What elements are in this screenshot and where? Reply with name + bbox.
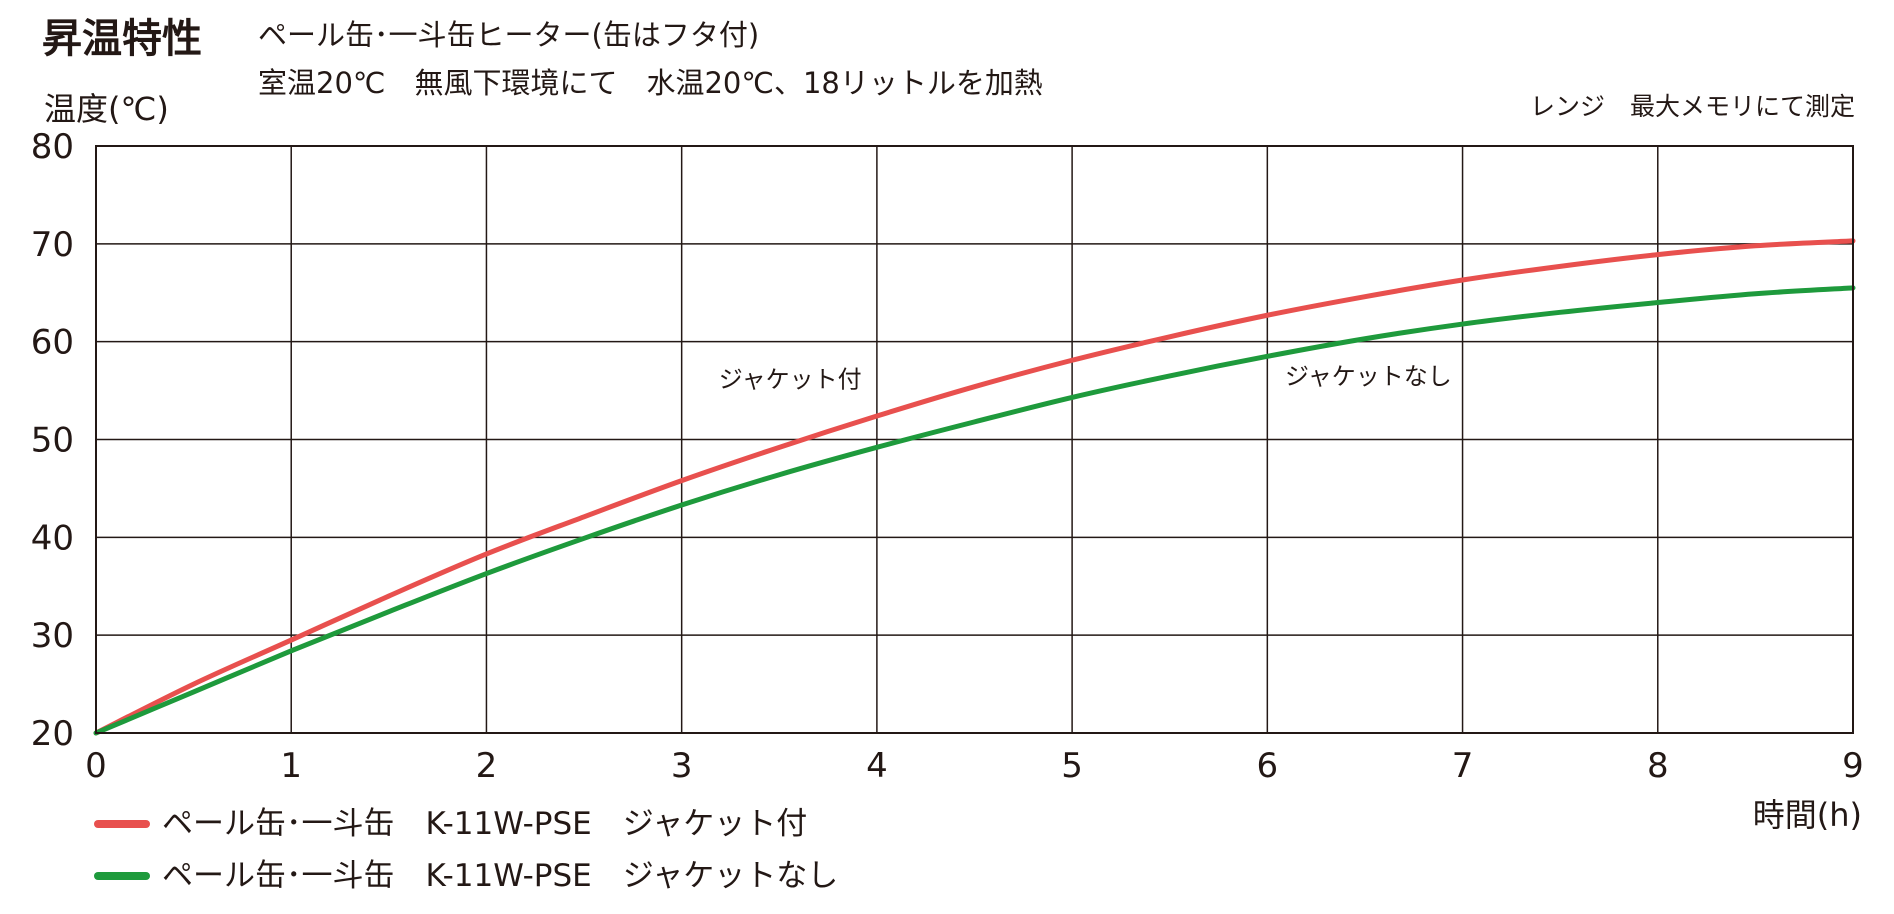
x-tick-label: 0 (85, 746, 107, 786)
y-tick-label: 50 (31, 421, 74, 461)
x-tick-label: 8 (1647, 746, 1669, 786)
x-axis-label: 時間(h) (1753, 796, 1862, 834)
x-tick-label: 5 (1061, 746, 1083, 786)
series-line-with-jacket (93, 238, 1856, 736)
y-tick-label: 60 (31, 323, 74, 363)
x-tick-label: 3 (671, 746, 693, 786)
x-tick-label: 9 (1842, 746, 1864, 786)
y-tick-labels: 20 30 40 50 60 70 80 (31, 127, 74, 754)
y-tick-label: 30 (31, 616, 74, 656)
grid-lines (95, 145, 1854, 734)
y-tick-label: 20 (31, 714, 74, 754)
legend-label: ペール缶･一斗缶 K-11W-PSE ジャケット付 (162, 806, 807, 842)
chart-title: 昇温特性 (42, 16, 202, 62)
x-tick-label: 2 (476, 746, 498, 786)
legend-label: ペール缶･一斗缶 K-11W-PSE ジャケットなし (162, 858, 838, 894)
y-tick-label: 40 (31, 518, 74, 558)
x-tick-label: 1 (280, 746, 302, 786)
chart-subtitle-line2: 室温20℃ 無風下環境にて 水温20℃、18リットルを加熱 (258, 66, 1043, 100)
series-line-without-jacket (93, 285, 1856, 736)
series-lines (93, 238, 1856, 736)
x-tick-label: 4 (866, 746, 888, 786)
y-axis-label: 温度(℃) (44, 90, 169, 128)
chart-subtitle-line1: ペール缶･一斗缶ヒーター(缶はフタ付) (258, 18, 759, 52)
y-tick-label: 70 (31, 225, 74, 265)
series-annotations: ジャケット付 ジャケットなし (719, 363, 1452, 394)
plot-frame (95, 145, 1854, 734)
x-tick-label: 6 (1257, 746, 1279, 786)
y-tick-label: 80 (31, 127, 74, 167)
series-annotation: ジャケットなし (1285, 363, 1452, 391)
x-tick-labels: 0 1 2 3 4 5 6 7 8 9 (85, 746, 1864, 786)
series-annotation: ジャケット付 (719, 366, 862, 394)
measurement-note: レンジ 最大メモリにて測定 (1530, 92, 1855, 121)
x-tick-label: 7 (1452, 746, 1474, 786)
